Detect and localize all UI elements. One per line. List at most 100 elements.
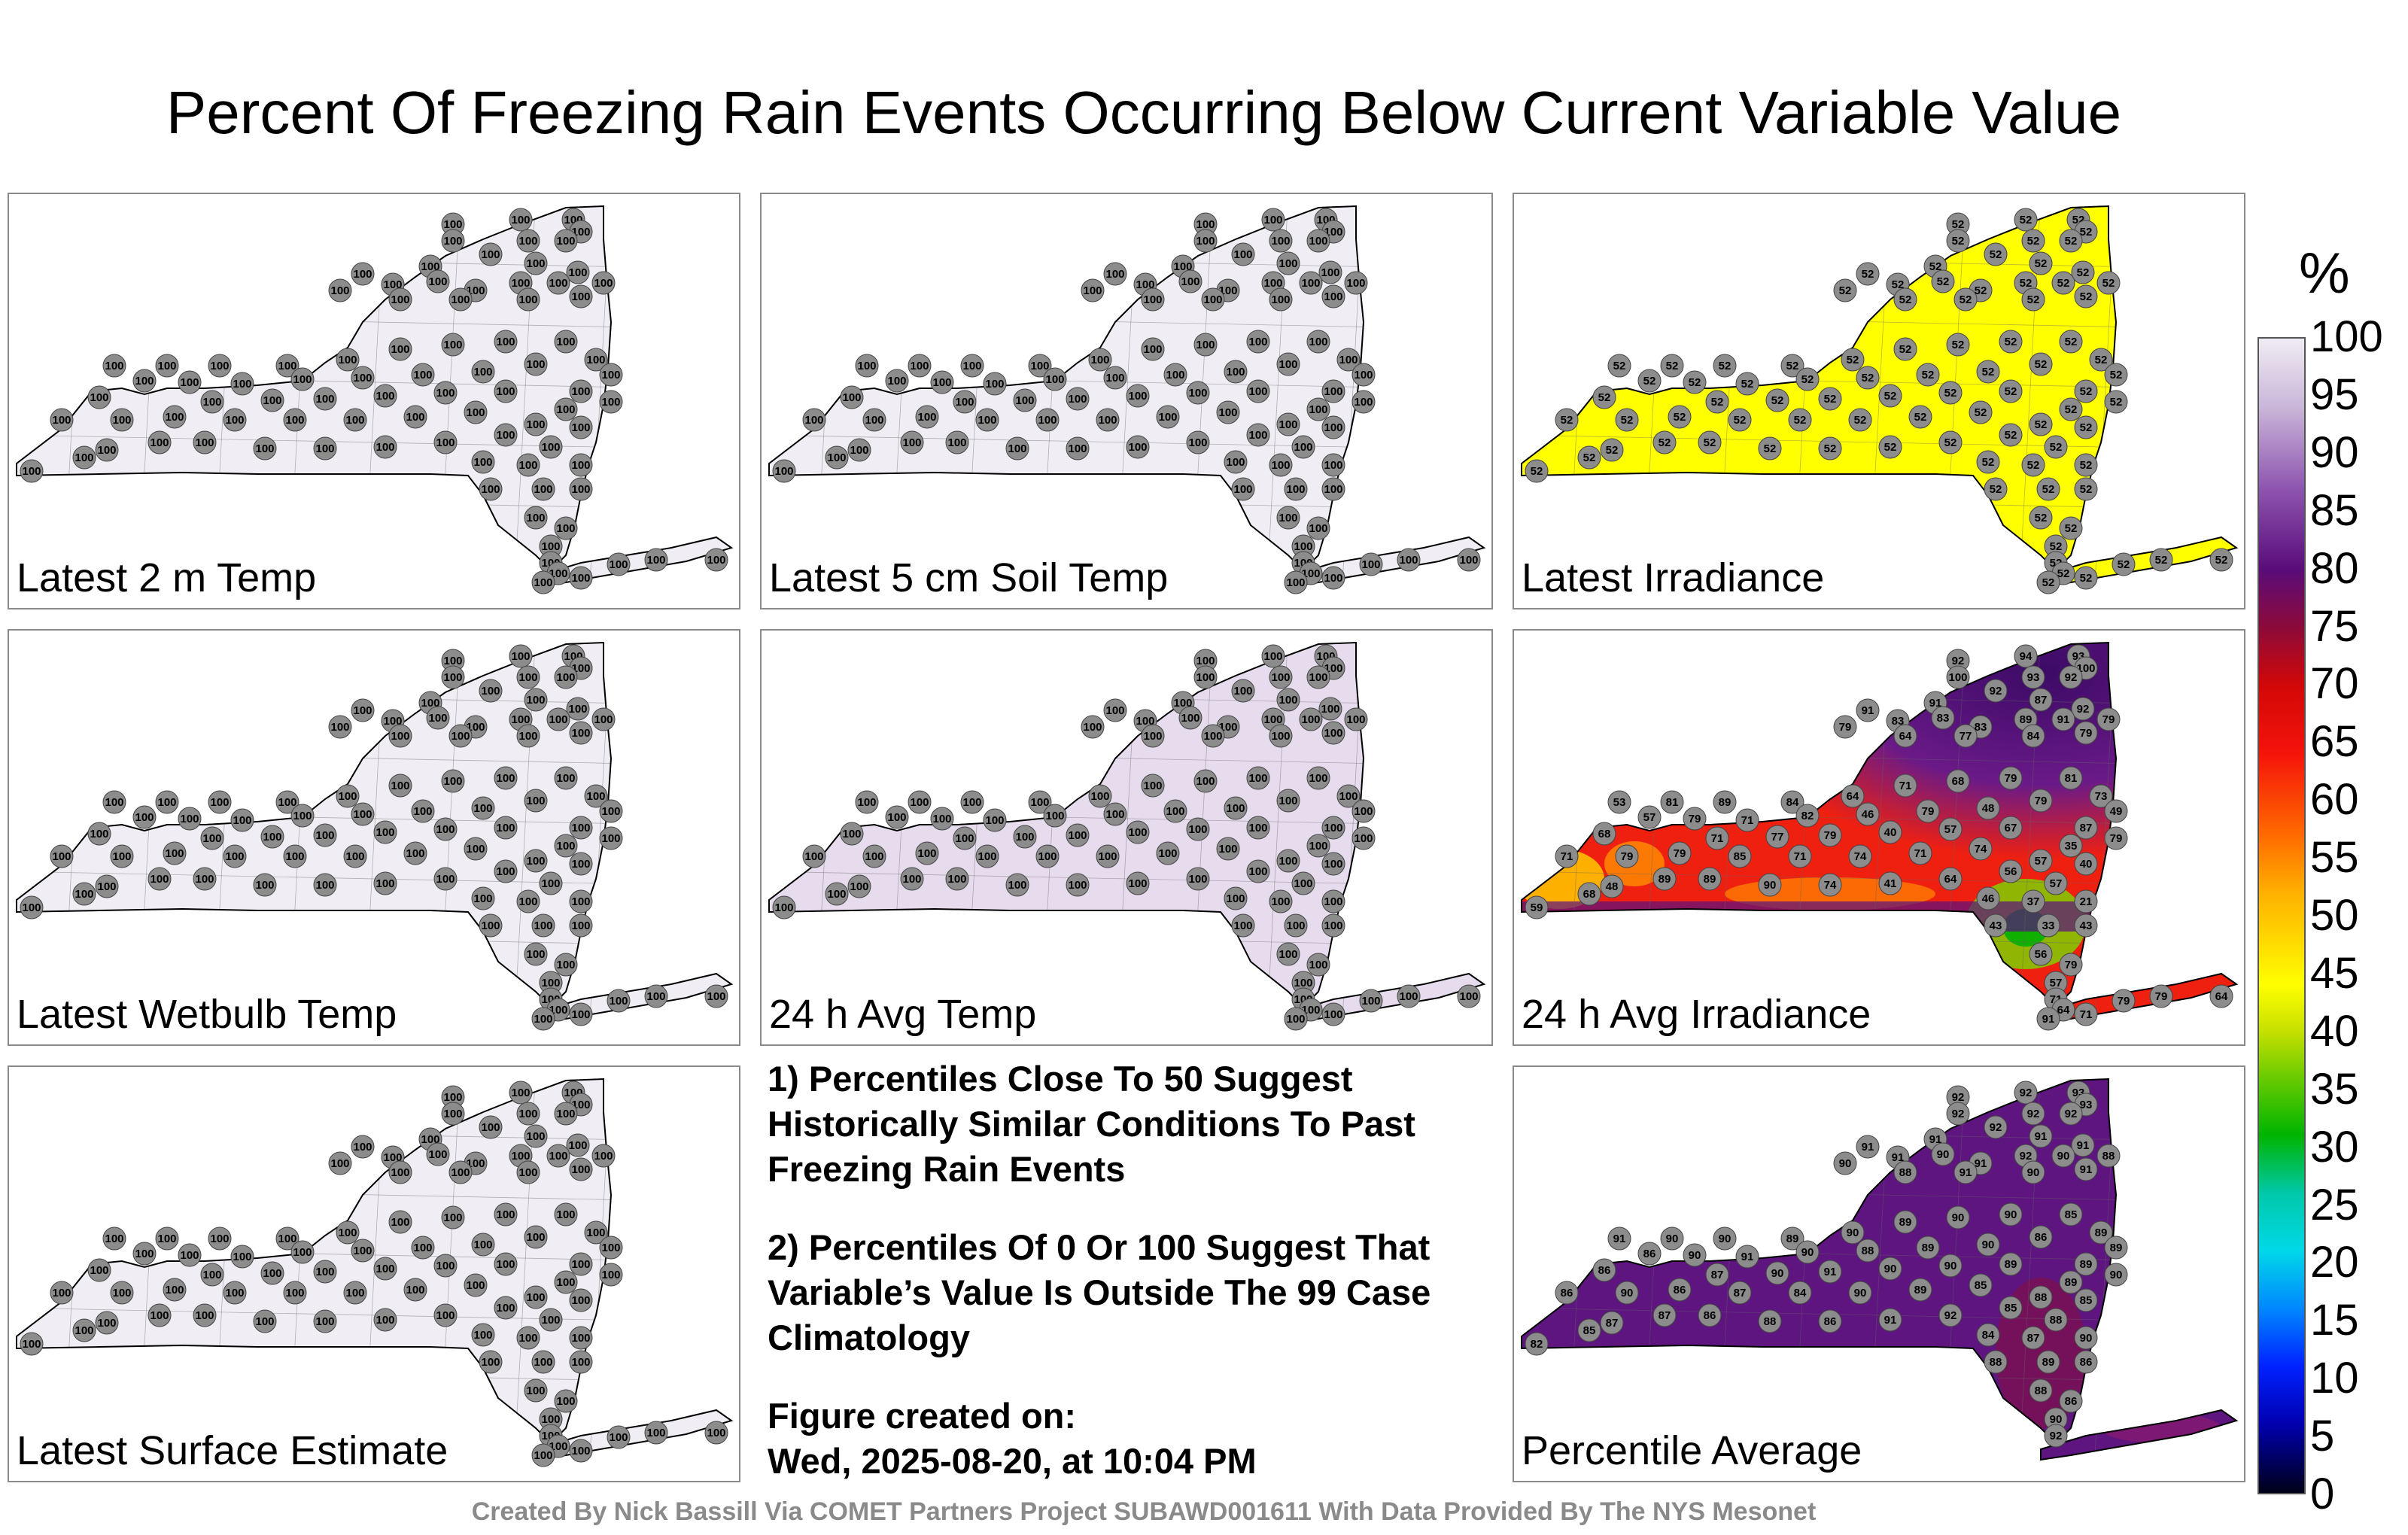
station-value: 88 <box>2102 1150 2115 1163</box>
station-marker: 100 <box>1224 450 1248 474</box>
station-marker: 100 <box>1321 1002 1345 1026</box>
station-marker: 100 <box>1321 721 1345 745</box>
station-value: 89 <box>1899 1216 1912 1229</box>
station-value: 90 <box>1847 1226 1859 1239</box>
station-marker: 100 <box>208 790 232 814</box>
station-value: 77 <box>1960 730 1972 743</box>
station-value: 100 <box>1233 919 1252 932</box>
station-value: 52 <box>1659 436 1671 449</box>
station-marker: 91 <box>2074 1157 2098 1181</box>
station-value: 100 <box>1294 977 1312 989</box>
station-marker: 100 <box>411 799 435 823</box>
station-value: 100 <box>571 1099 590 1111</box>
station-marker: 52 <box>1833 278 1857 302</box>
station-value: 89 <box>2005 1258 2017 1271</box>
station-value: 100 <box>481 1121 500 1134</box>
station-value: 52 <box>1704 436 1716 449</box>
station-value: 100 <box>285 1287 304 1299</box>
station-marker: 87 <box>1728 1281 1752 1305</box>
station-value: 88 <box>2035 1291 2048 1304</box>
station-marker: 100 <box>1201 724 1225 748</box>
station-value: 100 <box>549 1150 567 1163</box>
station-value: 100 <box>1339 790 1358 803</box>
station-marker: 100 <box>110 1281 134 1305</box>
station-value: 100 <box>511 650 530 663</box>
station-value: 52 <box>1944 436 1957 449</box>
station-value: 100 <box>473 1329 492 1342</box>
station-value: 52 <box>1764 442 1777 455</box>
station-marker: 52 <box>1668 405 1692 429</box>
station-value: 52 <box>1929 260 1942 273</box>
station-value: 100 <box>609 558 628 571</box>
station-value: 100 <box>375 1314 394 1327</box>
station-marker: 100 <box>433 381 458 405</box>
station-marker: 74 <box>1848 844 1872 868</box>
station-marker: 100 <box>494 379 518 403</box>
station-value: 100 <box>1248 865 1267 878</box>
station-marker: 79 <box>1668 841 1692 865</box>
station-value: 92 <box>1952 655 1965 667</box>
station-marker: 100 <box>1276 942 1300 966</box>
station-marker: 100 <box>494 1202 518 1226</box>
station-value: 100 <box>1090 354 1109 366</box>
station-marker: 100 <box>584 1220 608 1245</box>
station-value: 100 <box>233 1251 251 1263</box>
colorbar-tick: 15 <box>2310 1296 2359 1345</box>
station-marker: 100 <box>1276 849 1300 873</box>
station-value: 100 <box>97 444 116 457</box>
station-value: 52 <box>1689 376 1701 389</box>
station-marker: 100 <box>584 784 608 808</box>
station-value: 100 <box>518 293 537 306</box>
station-marker: 52 <box>2074 379 2098 403</box>
station-marker: 100 <box>388 724 412 748</box>
station-value: 100 <box>1098 414 1117 427</box>
station-marker: 88 <box>2096 1144 2121 1168</box>
station-marker: 100 <box>433 430 458 454</box>
station-value: 100 <box>511 1087 530 1099</box>
station-marker: 91 <box>1856 698 1880 722</box>
station-value: 100 <box>1098 850 1117 863</box>
station-marker: 100 <box>253 436 277 460</box>
station-value: 100 <box>481 919 500 932</box>
station-marker: 100 <box>290 1240 315 1264</box>
station-marker: 52 <box>2149 548 2173 572</box>
station-value: 52 <box>2215 554 2228 567</box>
station-value: 100 <box>571 290 590 303</box>
station-marker: 100 <box>441 1205 465 1230</box>
station-marker: 52 <box>2021 287 2045 312</box>
station-marker: 100 <box>223 1281 247 1305</box>
station-marker: 100 <box>132 369 157 393</box>
station-value: 100 <box>90 391 108 404</box>
station-value: 52 <box>1824 442 1837 455</box>
station-value: 52 <box>2077 266 2090 279</box>
station-value: 91 <box>2057 713 2070 726</box>
station-marker: 100 <box>1306 953 1330 977</box>
station-marker: 52 <box>1683 370 1707 394</box>
station-marker: 100 <box>471 886 495 910</box>
station-value: 90 <box>1944 1260 1957 1272</box>
station-marker: 100 <box>441 229 465 253</box>
station-value: 52 <box>1734 414 1747 427</box>
station-value: 86 <box>1643 1248 1656 1260</box>
station-marker: 100 <box>945 867 969 891</box>
station-value: 48 <box>1606 880 1619 893</box>
station-value: 53 <box>1613 796 1626 809</box>
station-value: 90 <box>2110 1269 2123 1281</box>
station-value: 100 <box>549 1004 567 1017</box>
station-marker: 100 <box>1035 844 1060 868</box>
station-marker: 68 <box>1592 822 1616 846</box>
station-marker: 90 <box>2104 1263 2128 1287</box>
station-marker: 100 <box>569 415 593 439</box>
station-value: 91 <box>1929 1133 1942 1146</box>
station-marker: 100 <box>411 1236 435 1260</box>
colorbar-tick: 0 <box>2310 1470 2335 1518</box>
ny-map: 100 100 100 100 100 100 100 100 100 100 100 100 100 1… <box>768 205 1486 594</box>
station-value: 52 <box>1952 218 1965 231</box>
station-marker: 100 <box>554 397 578 421</box>
station-marker: 100 <box>95 874 119 898</box>
colorbar-tick: 65 <box>2310 717 2359 767</box>
station-value: 52 <box>2080 459 2093 472</box>
station-value: 100 <box>338 790 357 803</box>
station-value: 100 <box>1294 540 1312 553</box>
station-value: 71 <box>1899 780 1912 792</box>
